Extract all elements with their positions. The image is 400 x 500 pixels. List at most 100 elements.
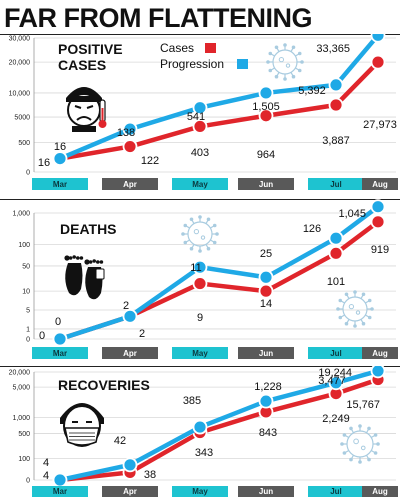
x-tick-label: Mar bbox=[53, 180, 67, 189]
virus-icon bbox=[266, 43, 304, 81]
virus-spike-tip bbox=[349, 426, 353, 431]
y-tick-label: 30,000 bbox=[9, 36, 31, 43]
data-point bbox=[370, 366, 386, 379]
data-point bbox=[52, 331, 68, 347]
feverish-person-icon bbox=[66, 87, 107, 132]
y-tick-label: 100 bbox=[18, 242, 30, 249]
toe bbox=[88, 260, 93, 264]
virus-spike-tip bbox=[198, 249, 202, 253]
y-tick-label: 5 bbox=[26, 308, 30, 315]
x-tick-label: May bbox=[192, 180, 208, 189]
data-point bbox=[328, 375, 344, 391]
y-tick-label: 1,000 bbox=[12, 415, 30, 422]
virus-spike-tip bbox=[183, 240, 188, 245]
month-band bbox=[172, 347, 228, 359]
legend-swatch bbox=[205, 43, 216, 53]
data-point bbox=[328, 97, 344, 113]
virus-dot bbox=[200, 235, 206, 240]
virus-spike-tip bbox=[268, 51, 273, 56]
virus-spike-tip bbox=[340, 442, 344, 446]
data-label: 4 bbox=[43, 470, 49, 482]
data-label: 9 bbox=[197, 312, 203, 324]
x-tick-label: Aug bbox=[372, 180, 388, 189]
virus-spike-tip bbox=[367, 298, 372, 303]
y-tick-label: 0 bbox=[26, 478, 30, 485]
data-point bbox=[258, 283, 274, 299]
y-tick-label: 5000 bbox=[14, 115, 30, 122]
x-tick-label: Jul bbox=[330, 349, 342, 358]
virus-spike-tip bbox=[373, 451, 378, 455]
toe bbox=[72, 255, 76, 259]
data-label: 126 bbox=[303, 223, 321, 235]
toe bbox=[99, 260, 104, 264]
data-point bbox=[122, 308, 138, 324]
virus-spike-tip bbox=[338, 315, 343, 320]
masked-face-icon bbox=[60, 403, 104, 447]
foot bbox=[65, 263, 83, 296]
virus-body bbox=[187, 221, 213, 247]
data-label: 0 bbox=[39, 330, 45, 342]
series-line bbox=[57, 204, 381, 342]
virus-dot bbox=[278, 56, 285, 63]
month-band bbox=[238, 178, 294, 190]
virus-spike-tip bbox=[338, 298, 343, 303]
legend-label: Cases bbox=[160, 41, 194, 55]
data-label: 25 bbox=[260, 248, 272, 260]
virus-spike-tip bbox=[367, 457, 371, 462]
data-point bbox=[258, 85, 274, 101]
toe bbox=[64, 255, 70, 261]
data-label: 14 bbox=[260, 298, 272, 310]
virus-spike-tip bbox=[283, 77, 287, 81]
y-tick-label: 500 bbox=[18, 140, 30, 147]
data-point bbox=[192, 100, 208, 116]
data-point bbox=[328, 77, 344, 93]
virus-spike-tip bbox=[342, 451, 347, 455]
data-point bbox=[192, 259, 208, 275]
y-tick-label: 1,000 bbox=[12, 211, 30, 218]
data-point bbox=[122, 139, 138, 154]
virus-spike-tip bbox=[358, 460, 362, 464]
eye bbox=[86, 105, 94, 109]
month-band bbox=[32, 347, 88, 359]
data-label: 3,887 bbox=[322, 135, 350, 147]
month-band bbox=[308, 347, 364, 359]
virus-spike-tip bbox=[283, 43, 287, 47]
virus-spike-tip bbox=[344, 292, 349, 297]
month-band bbox=[102, 347, 158, 359]
data-point bbox=[192, 419, 208, 435]
y-tick-label: 500 bbox=[18, 431, 30, 438]
x-tick-label: Apr bbox=[123, 180, 137, 189]
virus-spike-tip bbox=[268, 68, 273, 73]
virus-spike-tip bbox=[358, 424, 362, 428]
virus-spike-tip bbox=[206, 246, 211, 251]
neck bbox=[72, 126, 96, 132]
virus-dot bbox=[353, 438, 359, 445]
y-tick-label: 20,000 bbox=[9, 60, 31, 67]
y-tick-label: 1 bbox=[26, 326, 30, 333]
toe bbox=[79, 256, 84, 260]
mouth bbox=[76, 116, 92, 121]
recoveries-chart: 20,000 5,000 1,000 500 100 0 RECOVERIES 4 38 343 8… bbox=[0, 366, 400, 497]
virus-spike-tip bbox=[353, 324, 357, 328]
virus-spike-tip bbox=[212, 223, 217, 228]
data-label: 2 bbox=[123, 300, 129, 312]
legend-swatch bbox=[237, 59, 248, 69]
x-tick-label: Apr bbox=[123, 349, 137, 358]
virus-spike-tip bbox=[367, 315, 372, 320]
data-label: 385 bbox=[183, 395, 201, 407]
virus-icon bbox=[340, 424, 380, 464]
virus-spike-tip bbox=[198, 215, 202, 219]
month-band bbox=[32, 486, 88, 497]
data-point bbox=[258, 393, 274, 409]
x-tick-label: Aug bbox=[372, 349, 388, 358]
x-tick-label: Apr bbox=[123, 487, 137, 496]
virus-spike-tip bbox=[297, 51, 302, 56]
eye bbox=[74, 105, 82, 109]
panel-title: RECOVERIES bbox=[58, 377, 150, 393]
data-label: 19,244 bbox=[318, 367, 352, 379]
toe bbox=[84, 259, 90, 265]
panel-title: POSITIVE bbox=[58, 41, 123, 57]
virus-spike-tip bbox=[336, 307, 340, 311]
